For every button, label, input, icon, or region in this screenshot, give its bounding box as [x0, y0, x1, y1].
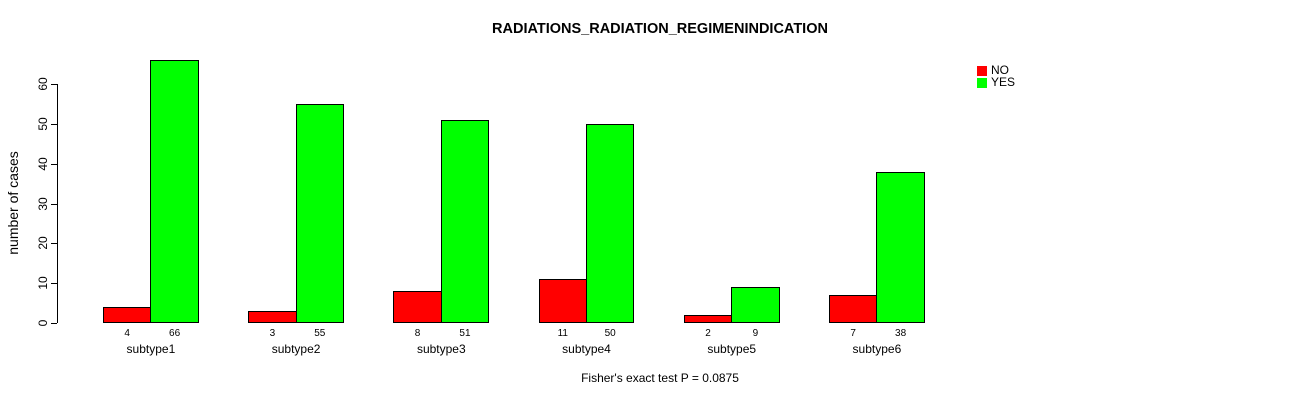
bar-yes-subtype4	[586, 123, 635, 323]
bar-no-subtype1	[103, 307, 152, 323]
legend-item-no: NO	[977, 63, 1015, 77]
y-tick-label: 20	[36, 236, 50, 251]
category-label-subtype5: subtype5	[707, 342, 757, 356]
category-label-subtype4: subtype4	[562, 342, 611, 356]
legend-item-yes: YES	[977, 75, 1016, 89]
legend-label: NO	[991, 63, 1009, 77]
category-label-subtype6: subtype6	[852, 342, 902, 356]
bar-value-label: 55	[314, 328, 326, 339]
bar-value-label: 66	[169, 328, 181, 339]
y-tick-label: 50	[36, 117, 50, 131]
bar-yes-subtype1	[150, 60, 199, 323]
y-axis-label: number of cases	[5, 151, 21, 255]
bar-value-label: 50	[604, 328, 616, 339]
y-tick-label: 0	[36, 319, 50, 327]
y-tick-mark	[51, 163, 57, 165]
bar-no-subtype2	[248, 311, 297, 323]
legend-label: YES	[991, 75, 1016, 89]
bar-value-label: 11	[557, 328, 568, 339]
bar-no-subtype4	[538, 279, 587, 323]
legend-swatch-no	[977, 65, 987, 76]
bar-value-label: 3	[269, 328, 276, 339]
bar-no-subtype6	[829, 295, 878, 323]
bar-value-label: 38	[895, 328, 907, 339]
stat-annotation: Fisher's exact test P = 0.0875	[581, 371, 739, 385]
category-label-subtype1: subtype1	[126, 342, 176, 356]
bar-no-subtype3	[393, 291, 442, 323]
y-tick-mark	[51, 84, 57, 86]
y-tick-mark	[51, 323, 57, 324]
bar-value-label: 4	[124, 328, 130, 339]
bar-yes-subtype2	[295, 103, 344, 323]
y-tick-mark	[51, 283, 57, 285]
y-tick-mark	[51, 123, 57, 125]
bar-yes-subtype5	[731, 287, 780, 323]
bar-no-subtype5	[683, 315, 733, 323]
chart-title: RADIATIONS_RADIATION_REGIMENINDICATION	[492, 21, 828, 37]
y-axis-line	[57, 84, 58, 323]
category-label-subtype3: subtype3	[416, 342, 466, 356]
category-label-subtype2: subtype2	[271, 342, 321, 356]
bar-value-label: 51	[459, 328, 471, 339]
y-tick-mark	[51, 203, 57, 205]
bar-value-label: 8	[414, 328, 421, 339]
bar-value-label: 9	[752, 328, 759, 339]
y-tick-label: 10	[36, 276, 50, 290]
y-tick-label: 40	[36, 156, 50, 171]
y-tick-label: 60	[36, 77, 50, 91]
bar-value-label: 7	[850, 328, 856, 339]
bar-yes-subtype6	[876, 171, 925, 323]
legend: NO YES	[977, 63, 1016, 89]
bar-yes-subtype3	[440, 119, 490, 323]
legend-swatch-yes	[977, 77, 987, 88]
bar-value-label: 2	[705, 328, 711, 339]
y-tick-label: 30	[36, 196, 50, 211]
y-tick-mark	[51, 243, 57, 245]
